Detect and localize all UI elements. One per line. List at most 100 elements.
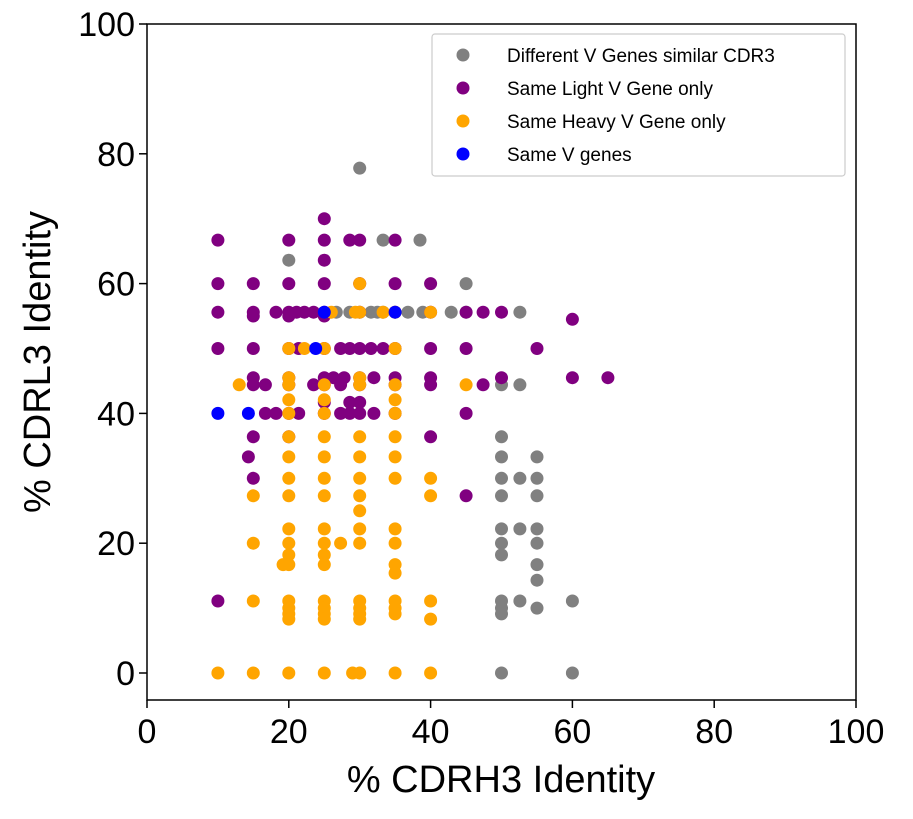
data-point xyxy=(282,612,296,626)
data-point xyxy=(565,666,579,680)
plot-frame xyxy=(146,23,857,701)
data-point xyxy=(495,305,508,319)
data-point xyxy=(424,471,438,485)
data-point xyxy=(317,548,331,562)
legend-label: Same V genes xyxy=(507,145,632,166)
data-point xyxy=(282,558,296,572)
data-point xyxy=(424,378,438,392)
data-point xyxy=(353,305,367,319)
data-point xyxy=(282,378,296,392)
legend: Different V Genes similar CDR3 Same Light… xyxy=(431,33,846,177)
data-point xyxy=(388,536,402,550)
data-point xyxy=(232,378,246,392)
x-tick-label: 40 xyxy=(412,713,450,751)
data-point xyxy=(353,450,367,464)
data-point xyxy=(343,406,357,420)
data-point xyxy=(530,536,544,550)
data-point xyxy=(513,471,527,485)
data-point xyxy=(367,406,381,420)
data-point xyxy=(343,342,357,355)
data-point xyxy=(513,522,527,536)
data-point xyxy=(530,450,544,464)
data-point xyxy=(282,548,296,562)
data-point xyxy=(282,430,296,444)
data-point xyxy=(317,450,331,464)
data-point xyxy=(495,536,508,550)
data-point xyxy=(388,450,402,464)
data-point xyxy=(388,305,402,319)
data-point xyxy=(495,371,508,385)
data-point xyxy=(282,536,296,550)
data-point xyxy=(353,161,367,175)
data-point xyxy=(424,305,438,319)
data-point xyxy=(317,489,331,503)
data-point xyxy=(353,522,367,536)
data-point xyxy=(401,305,415,319)
data-point xyxy=(565,594,579,608)
data-point xyxy=(513,594,527,608)
data-point xyxy=(246,666,260,680)
data-point xyxy=(388,277,402,291)
data-point xyxy=(211,594,225,608)
data-point xyxy=(317,666,331,680)
series-1 xyxy=(211,212,615,608)
data-point xyxy=(317,233,331,247)
data-point xyxy=(246,594,260,608)
data-point xyxy=(211,406,225,420)
data-point xyxy=(459,277,473,291)
data-point xyxy=(459,378,473,392)
y-tick-label: 0 xyxy=(116,655,135,693)
data-point xyxy=(211,305,225,319)
data-point xyxy=(388,406,402,420)
data-point xyxy=(495,489,508,503)
data-point xyxy=(282,277,296,291)
data-point xyxy=(495,548,508,562)
data-point xyxy=(424,612,438,626)
data-point xyxy=(530,489,544,503)
legend-label: Same Heavy V Gene only xyxy=(507,112,726,133)
x-axis-label: % CDRH3 Identity xyxy=(347,759,655,801)
data-point xyxy=(282,233,296,247)
data-point xyxy=(282,253,296,267)
data-point xyxy=(353,395,367,409)
data-point xyxy=(211,233,225,247)
legend-label: Same Light V Gene only xyxy=(507,79,713,100)
data-point xyxy=(367,371,381,385)
y-tick-label: 20 xyxy=(97,525,135,563)
data-point xyxy=(353,489,367,503)
data-point xyxy=(424,430,438,444)
data-point xyxy=(530,471,544,485)
data-point xyxy=(513,305,527,319)
data-point xyxy=(307,378,321,392)
data-point xyxy=(317,522,331,536)
data-point xyxy=(495,607,508,621)
y-axis-ticks: 0 20 40 60 80 100 xyxy=(78,6,147,693)
data-point xyxy=(211,342,225,355)
data-point xyxy=(258,406,272,420)
data-point xyxy=(364,342,378,355)
data-point xyxy=(388,607,402,621)
data-point xyxy=(246,489,260,503)
data-point xyxy=(388,393,402,407)
legend-marker xyxy=(456,48,470,62)
data-point xyxy=(601,371,615,385)
y-axis-label: % CDRL3 Identity xyxy=(17,211,59,513)
data-point xyxy=(343,233,357,247)
data-point xyxy=(317,558,331,572)
data-point xyxy=(282,666,296,680)
data-point xyxy=(459,489,473,503)
data-point xyxy=(282,471,296,485)
data-point xyxy=(530,522,544,536)
data-point xyxy=(495,522,508,536)
data-point xyxy=(459,342,473,355)
data-point xyxy=(297,342,311,355)
data-point xyxy=(307,305,321,319)
data-point xyxy=(317,212,331,226)
data-point xyxy=(282,450,296,464)
data-point xyxy=(282,342,296,355)
data-point xyxy=(317,536,331,550)
data-point xyxy=(388,233,402,247)
data-point xyxy=(565,371,579,385)
data-point xyxy=(495,430,508,444)
